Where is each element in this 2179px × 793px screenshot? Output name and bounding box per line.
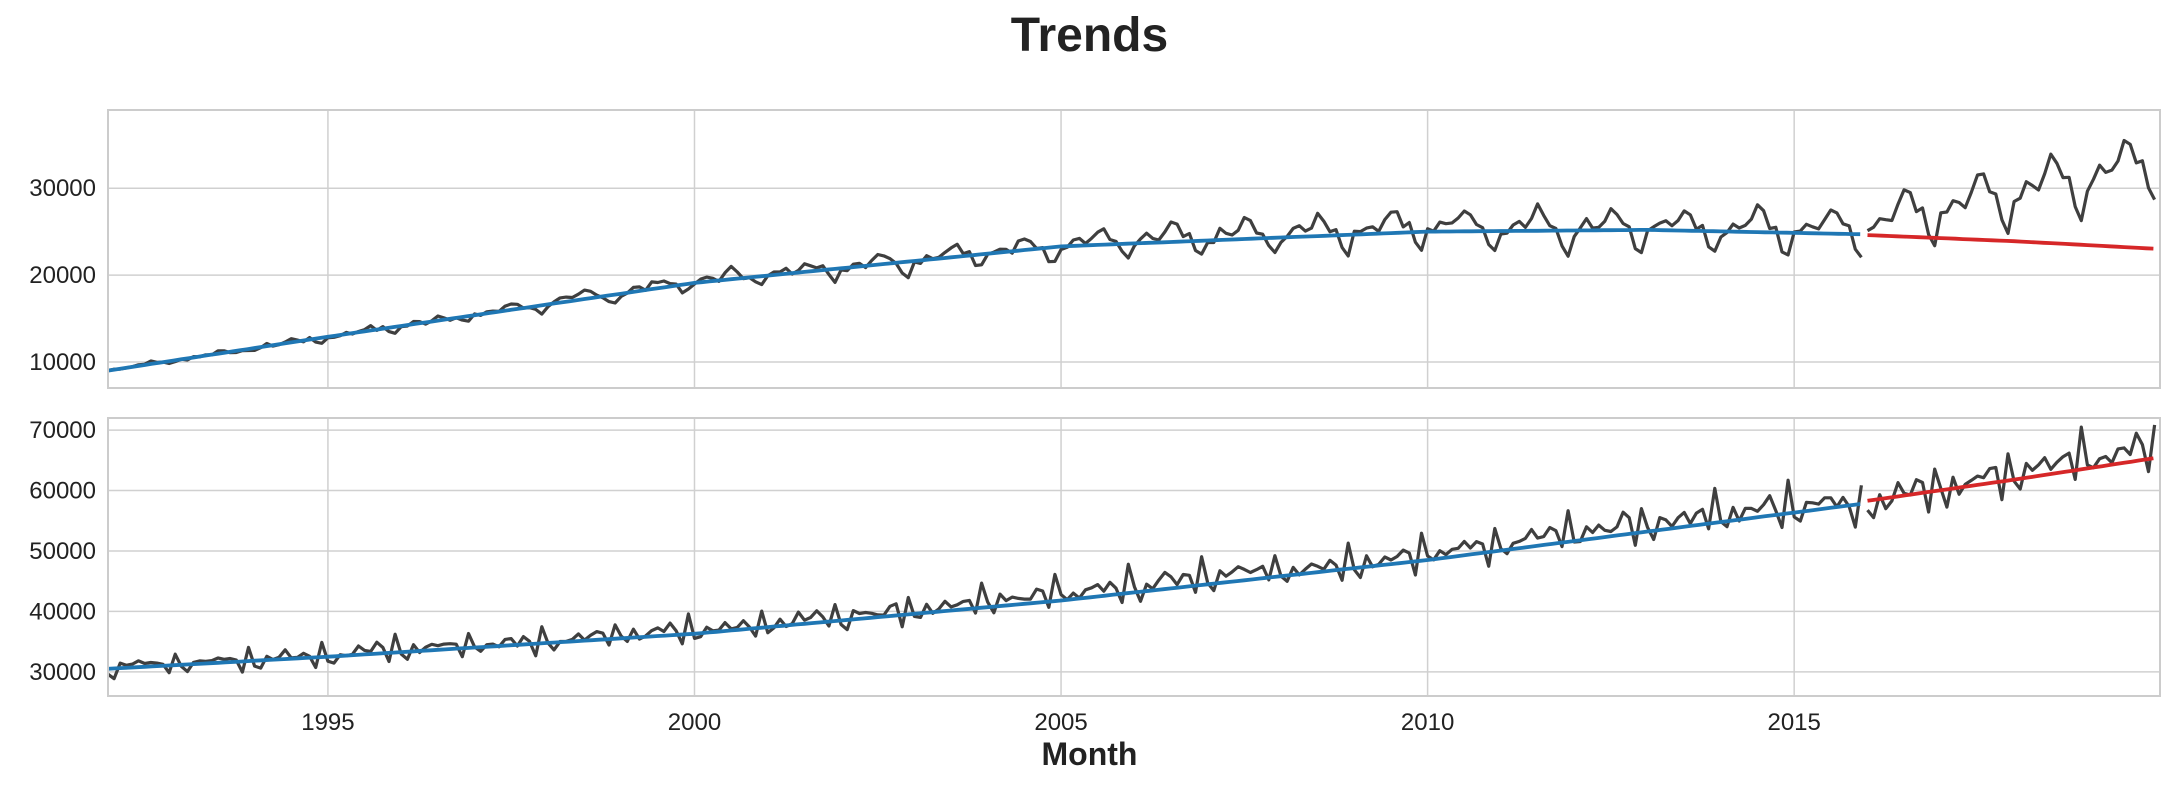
x-tick-label: 2000 bbox=[668, 709, 721, 736]
bottom-panel: 30000 40000 50000 60000 70000 1995 2000 2005 201… bbox=[29, 417, 2161, 736]
y-tick-label: 40000 bbox=[29, 598, 96, 625]
observed-series-line bbox=[1866, 424, 2157, 520]
top-panel: 10000 20000 30000 bbox=[29, 109, 2161, 389]
x-tick-label: 2005 bbox=[1034, 709, 1087, 736]
axes-frame bbox=[107, 417, 2161, 697]
x-tick-label: 2015 bbox=[1767, 709, 1820, 736]
observed-series-line bbox=[108, 478, 1863, 681]
y-tick-label: 60000 bbox=[29, 478, 96, 505]
fitted-trend-line bbox=[108, 228, 1861, 373]
fitted-trend-line bbox=[108, 502, 1861, 671]
forecast-trend-line bbox=[1867, 456, 2154, 503]
y-tick-label: 10000 bbox=[29, 349, 96, 376]
plot-area bbox=[108, 424, 2157, 681]
y-tick-label: 50000 bbox=[29, 538, 96, 565]
forecast-trend-line bbox=[1867, 233, 2154, 251]
axes-frame bbox=[107, 109, 2161, 389]
y-tick-label: 30000 bbox=[29, 659, 96, 686]
observed-series-line bbox=[1866, 138, 2157, 248]
y-tick-label: 70000 bbox=[29, 417, 96, 444]
y-tick-label: 20000 bbox=[29, 262, 96, 289]
y-tick-label: 30000 bbox=[29, 175, 96, 202]
plot-area bbox=[108, 138, 2157, 373]
x-tick-label: 2010 bbox=[1401, 709, 1454, 736]
x-axis-label: Month bbox=[1041, 736, 1138, 772]
x-tick-label: 1995 bbox=[301, 709, 354, 736]
chart-title: Trends bbox=[1010, 9, 1169, 62]
